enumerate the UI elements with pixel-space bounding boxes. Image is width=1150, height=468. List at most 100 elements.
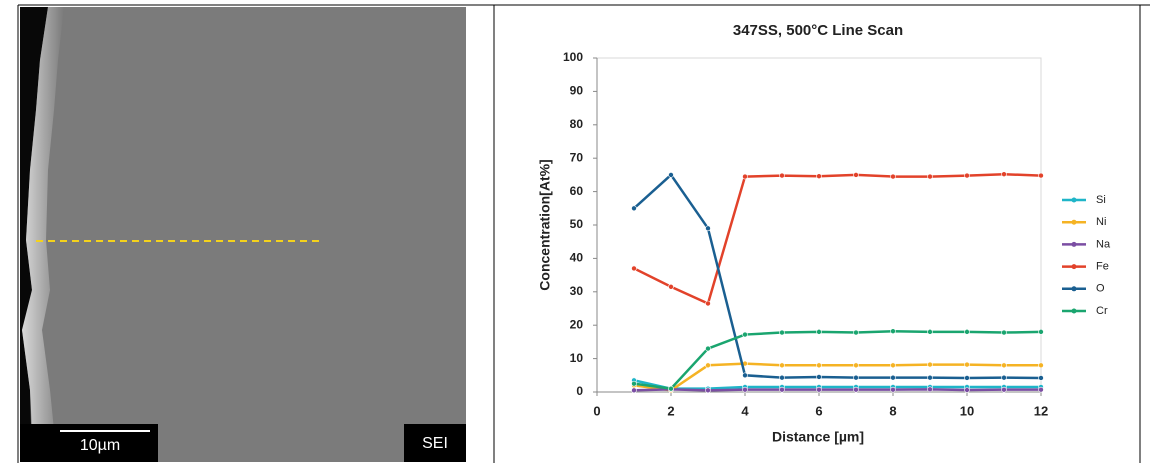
marker	[743, 373, 748, 378]
chart-title: 347SS, 500°C Line Scan	[733, 22, 903, 39]
marker	[669, 386, 674, 391]
legend-marker	[1072, 286, 1077, 291]
legend-marker	[1072, 242, 1077, 247]
marker	[1039, 329, 1044, 334]
marker	[891, 363, 896, 368]
legend-marker	[1072, 309, 1077, 314]
marker	[706, 226, 711, 231]
marker	[817, 329, 822, 334]
y-tick-label: 80	[570, 117, 584, 131]
plot-area	[597, 58, 1041, 392]
marker	[817, 363, 822, 368]
y-axis-label: Concentration[At%]	[537, 159, 553, 290]
y-tick-label: 90	[570, 84, 584, 98]
y-tick-label: 10	[570, 351, 584, 365]
page: 10µm SEI 347SS, 500°C Line Scan Distance…	[0, 0, 1150, 463]
marker	[965, 173, 970, 178]
marker	[965, 362, 970, 367]
scale-label: 10µm	[80, 437, 120, 454]
marker	[743, 332, 748, 337]
marker	[965, 387, 970, 392]
marker	[928, 375, 933, 380]
marker	[1039, 387, 1044, 392]
legend-marker	[1072, 220, 1077, 225]
y-tick-label: 30	[570, 284, 584, 298]
series-line	[634, 174, 1041, 303]
marker	[928, 174, 933, 179]
sem-image: 10µm SEI	[20, 7, 466, 462]
marker	[780, 387, 785, 392]
marker	[928, 362, 933, 367]
y-tick-label: 0	[576, 384, 583, 398]
y-tick-label: 70	[570, 150, 584, 164]
marker	[928, 329, 933, 334]
legend-marker	[1072, 198, 1077, 203]
marker	[854, 172, 859, 177]
x-tick-label: 12	[1034, 403, 1048, 418]
marker	[854, 330, 859, 335]
marker	[706, 346, 711, 351]
marker	[669, 284, 674, 289]
marker	[706, 388, 711, 393]
legend-label: O	[1096, 283, 1105, 295]
marker	[1039, 375, 1044, 380]
marker	[706, 363, 711, 368]
marker	[928, 387, 933, 392]
marker	[632, 206, 637, 211]
marker	[854, 363, 859, 368]
marker	[706, 301, 711, 306]
x-tick-label: 10	[960, 403, 974, 418]
legend-label: Si	[1096, 194, 1106, 206]
marker	[891, 387, 896, 392]
x-tick-label: 2	[667, 403, 674, 418]
x-tick-label: 0	[593, 403, 600, 418]
marker	[743, 387, 748, 392]
marker	[780, 330, 785, 335]
marker	[854, 387, 859, 392]
legend-marker	[1072, 264, 1077, 269]
marker	[669, 172, 674, 177]
marker	[891, 174, 896, 179]
marker	[1002, 387, 1007, 392]
marker	[817, 374, 822, 379]
marker	[854, 375, 859, 380]
x-tick-label: 6	[815, 403, 822, 418]
marker	[817, 174, 822, 179]
marker	[780, 375, 785, 380]
series-line	[634, 380, 1041, 388]
y-tick-label: 40	[570, 251, 584, 265]
marker	[965, 329, 970, 334]
legend-label: Cr	[1096, 305, 1108, 317]
marker	[1002, 375, 1007, 380]
series-line	[634, 175, 1041, 378]
marker	[1039, 173, 1044, 178]
marker	[743, 174, 748, 179]
marker	[1002, 363, 1007, 368]
marker	[632, 266, 637, 271]
figure: 10µm SEI 347SS, 500°C Line Scan Distance…	[0, 0, 1150, 463]
y-tick-label: 20	[570, 317, 584, 331]
series-line	[634, 331, 1041, 388]
marker	[1002, 172, 1007, 177]
marker	[965, 375, 970, 380]
marker	[817, 387, 822, 392]
legend-label: Ni	[1096, 216, 1106, 228]
x-tick-label: 4	[741, 403, 749, 418]
y-tick-label: 50	[570, 217, 584, 231]
marker	[1039, 363, 1044, 368]
x-axis-label: Distance [µm]	[772, 429, 864, 445]
legend-label: Fe	[1096, 261, 1109, 273]
marker	[891, 375, 896, 380]
marker	[632, 388, 637, 393]
marker	[632, 381, 637, 386]
mode-label: SEI	[422, 435, 448, 452]
marker	[780, 363, 785, 368]
marker	[780, 173, 785, 178]
y-tick-label: 100	[563, 50, 583, 64]
marker	[1002, 330, 1007, 335]
x-tick-label: 8	[889, 403, 896, 418]
y-tick-label: 60	[570, 184, 584, 198]
legend-label: Na	[1096, 238, 1111, 250]
series-line	[634, 389, 1041, 390]
marker	[891, 329, 896, 334]
